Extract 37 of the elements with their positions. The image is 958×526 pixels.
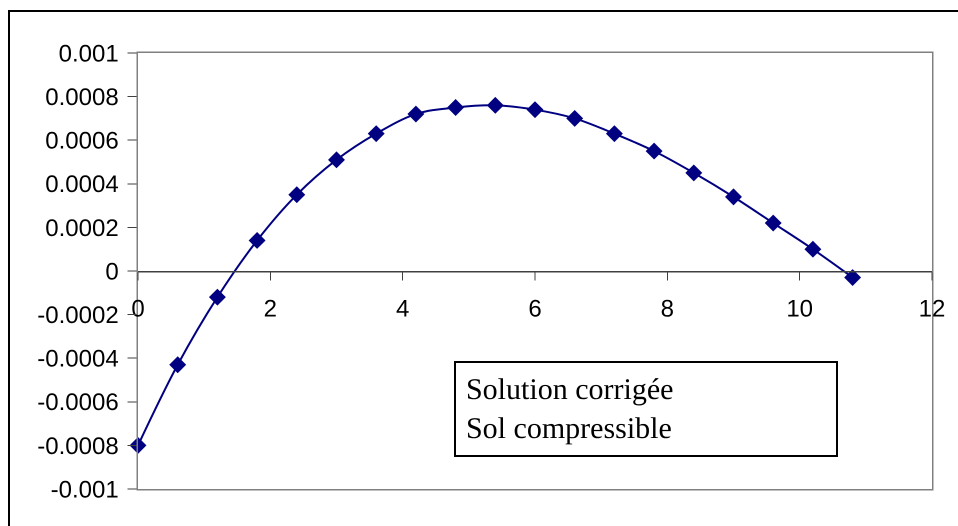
point — [407, 106, 424, 122]
point — [646, 142, 663, 160]
point — [169, 356, 186, 374]
y-tick-label: 0.001 — [58, 40, 119, 68]
y-tick-label: -0.0008 — [37, 432, 119, 460]
x-tick-label: 4 — [396, 295, 410, 322]
point — [447, 99, 464, 116]
y-tick-label: -0.0004 — [37, 346, 119, 373]
x-tick-label: 8 — [660, 295, 674, 322]
y-tick-label: 0 — [105, 258, 119, 286]
x-tick-label: 2 — [264, 295, 278, 322]
y-tick-label: 0.0006 — [45, 128, 119, 155]
point — [526, 101, 544, 118]
y-tick-label: 0.0008 — [45, 84, 119, 111]
y-tick-label: 0.0004 — [45, 171, 119, 198]
y-tick-label: -0.0002 — [37, 302, 119, 329]
y-tick-label: -0.0006 — [37, 389, 119, 416]
point — [208, 288, 226, 306]
x-tick-label: 10 — [786, 295, 814, 322]
point — [685, 164, 702, 182]
point — [804, 240, 822, 258]
point — [248, 232, 266, 249]
y-tick-label: -0.001 — [50, 476, 119, 504]
point — [725, 188, 742, 206]
point — [606, 125, 623, 142]
x-tick-label: 6 — [528, 295, 542, 322]
point — [844, 269, 862, 286]
y-tick-label: 0.0002 — [45, 214, 119, 242]
x-tick-label: 0 — [131, 295, 145, 322]
x-tick-label: 12 — [918, 295, 946, 322]
point — [764, 214, 782, 232]
point — [566, 110, 584, 127]
point — [288, 186, 306, 204]
point — [368, 125, 385, 142]
point — [486, 96, 504, 114]
point — [328, 151, 345, 168]
annotation: Solution corrigée Sol compressible — [466, 373, 674, 445]
